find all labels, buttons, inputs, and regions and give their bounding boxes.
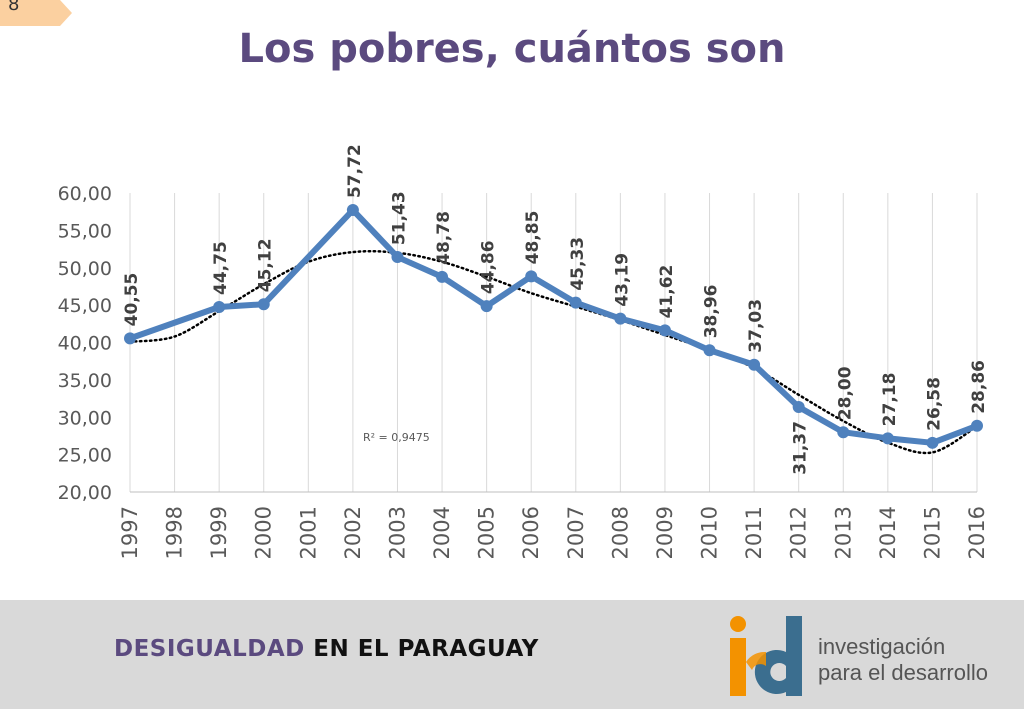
logo-line-1: investigación — [818, 634, 946, 659]
data-label-2011: 37,03 — [746, 299, 766, 353]
r2-label: R² = 0,9475 — [363, 431, 430, 444]
x-tick-label: 2002 — [341, 506, 365, 559]
data-point-2003 — [391, 251, 404, 264]
data-label-2007: 45,33 — [568, 237, 588, 291]
data-point-1997 — [124, 332, 136, 345]
data-point-2007 — [569, 296, 582, 309]
data-label-2004: 48,78 — [434, 211, 454, 265]
data-label-2015: 26,58 — [924, 377, 944, 431]
data-label-2000: 45,12 — [256, 238, 276, 292]
footer-accent-text: DESIGUALDAD — [114, 636, 305, 662]
footer-rest-text: EN EL PARAGUAY — [304, 636, 539, 662]
data-point-2005 — [480, 300, 493, 313]
logo-text: investigación para el desarrollo — [818, 634, 988, 686]
data-point-2000 — [257, 298, 270, 311]
data-label-2005: 44,86 — [479, 240, 499, 294]
data-point-2006 — [525, 270, 538, 283]
y-tick-label: 30,00 — [58, 407, 112, 429]
trendline-path — [128, 249, 979, 455]
data-label-2008: 43,19 — [612, 253, 632, 307]
data-point-2002 — [346, 204, 359, 217]
data-point-2013 — [837, 426, 850, 439]
poverty-line-chart: 20,00 25,00 30,00 35,00 40,00 45,00 50,00 55,00… — [58, 144, 989, 559]
data-labels: 40,55 44,75 45,12 57,72 51,43 48,78 44,86 48,85… — [122, 144, 989, 475]
x-tick-label: 2001 — [296, 506, 320, 559]
data-label-2016: 28,86 — [969, 360, 989, 414]
x-tick-label: 2000 — [252, 506, 276, 559]
id-logo-mark — [730, 616, 802, 696]
y-tick-label: 25,00 — [58, 445, 112, 467]
x-tick-label: 2009 — [653, 506, 677, 559]
data-label-2014: 27,18 — [880, 373, 900, 427]
data-label-1997: 40,55 — [122, 273, 142, 327]
data-label-1999: 44,75 — [211, 241, 231, 295]
data-point-2014 — [881, 432, 894, 445]
grid-lines — [129, 193, 978, 493]
data-label-2009: 41,62 — [657, 265, 677, 319]
data-label-2013: 28,00 — [835, 366, 855, 420]
data-point-2015 — [926, 436, 939, 449]
y-axis: 20,00 25,00 30,00 35,00 40,00 45,00 50,00 55,00… — [58, 183, 112, 504]
logo-line-2: para el desarrollo — [818, 660, 988, 685]
data-point-2004 — [436, 270, 449, 283]
data-point-2012 — [792, 401, 805, 414]
x-tick-label: 1998 — [163, 506, 187, 559]
slide-number-tab — [0, 0, 72, 26]
x-tick-label: 2007 — [564, 506, 588, 559]
data-point-2010 — [703, 344, 716, 357]
x-tick-label: 2016 — [965, 506, 989, 559]
x-tick-label: 2003 — [385, 506, 409, 559]
footer: DESIGUALDAD EN EL PARAGUAY investigación… — [0, 600, 1024, 709]
x-tick-label: 2010 — [698, 506, 722, 559]
x-tick-label: 2012 — [787, 506, 811, 559]
x-tick-label: 2006 — [519, 506, 543, 559]
y-tick-label: 60,00 — [58, 183, 112, 205]
x-tick-label: 2008 — [608, 506, 632, 559]
x-tick-label: 2014 — [876, 506, 900, 559]
series-path — [129, 207, 979, 446]
trendline — [128, 249, 979, 455]
x-tick-label: 1999 — [207, 506, 231, 559]
y-tick-label: 45,00 — [58, 295, 112, 317]
data-point-1999 — [213, 300, 226, 313]
data-point-2016 — [971, 419, 983, 432]
y-tick-label: 40,00 — [58, 333, 112, 355]
y-tick-label: 55,00 — [58, 220, 112, 242]
data-label-2010: 38,96 — [702, 284, 722, 338]
x-tick-label: 2011 — [742, 506, 766, 559]
series-line — [124, 204, 983, 449]
data-point-2008 — [614, 312, 627, 325]
data-label-2012: 31,37 — [791, 421, 811, 475]
data-point-2009 — [658, 324, 671, 337]
y-tick-label: 35,00 — [58, 370, 112, 392]
y-tick-label: 50,00 — [58, 258, 112, 280]
x-tick-label: 2004 — [430, 506, 454, 559]
data-label-2003: 51,43 — [389, 191, 409, 245]
x-tick-label: 2005 — [475, 506, 499, 559]
page-title: Los pobres, cuántos son — [238, 26, 786, 72]
x-axis: 1997 1998 1999 2000 2001 2002 2003 2004 2005 2006… — [118, 506, 989, 559]
x-tick-label: 1997 — [118, 506, 142, 559]
data-point-2011 — [748, 358, 761, 371]
footer-title: DESIGUALDAD EN EL PARAGUAY — [114, 636, 539, 662]
y-tick-label: 20,00 — [58, 482, 112, 504]
x-tick-label: 2015 — [920, 506, 944, 559]
logo: investigación para el desarrollo — [722, 614, 1012, 698]
slide-number: 8 — [8, 0, 20, 15]
x-tick-label: 2013 — [831, 506, 855, 559]
data-label-2002: 57,72 — [345, 144, 365, 198]
data-label-2006: 48,85 — [523, 211, 543, 265]
